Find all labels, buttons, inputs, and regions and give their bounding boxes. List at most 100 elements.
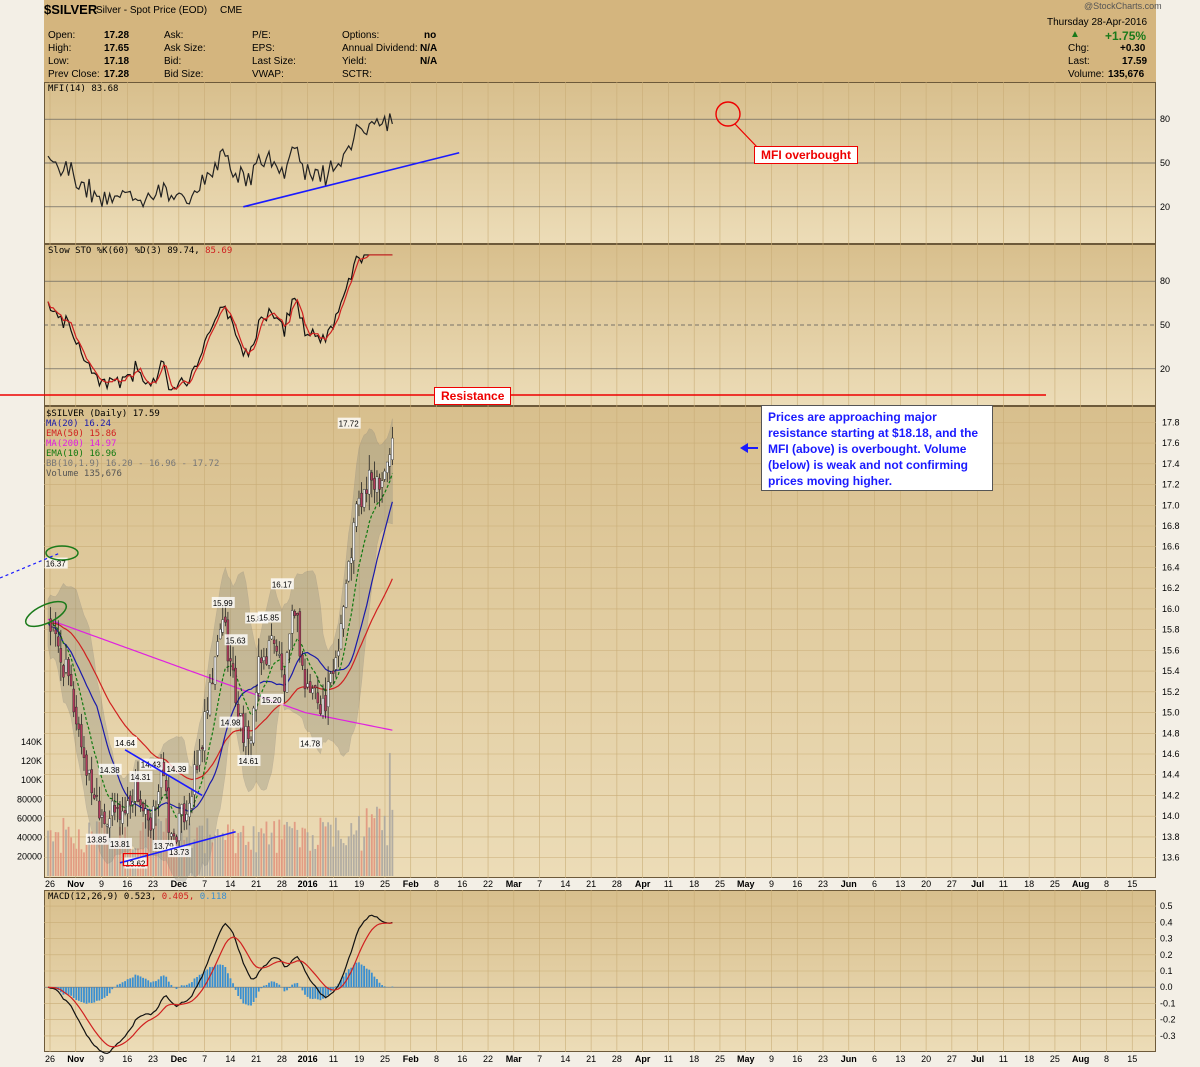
price-tick-label: 16.2 — [1162, 583, 1180, 593]
pe-label: P/E: — [252, 30, 271, 41]
volume-bar — [340, 838, 342, 876]
candle-body — [57, 636, 60, 647]
candle-body — [311, 688, 314, 694]
last-value: 17.59 — [1122, 56, 1148, 67]
macd-histogram-bar — [227, 973, 229, 988]
date-axis-label-bottom: 28 — [277, 1054, 287, 1064]
mfi-level-label: 50 — [1160, 158, 1170, 168]
candle-body — [154, 807, 158, 810]
candle-body — [332, 670, 335, 674]
volume-bar — [316, 844, 319, 876]
macd-histogram-bar — [381, 985, 383, 988]
macd-histogram-bar — [301, 987, 304, 991]
candle-body — [365, 489, 368, 494]
price-tick-label: 17.2 — [1162, 480, 1180, 490]
macd-histogram-bar — [358, 962, 360, 988]
volume-bar — [203, 853, 206, 876]
price-label-bg — [98, 763, 122, 775]
macd-histogram-bar — [93, 987, 96, 1003]
date-axis-label-bottom: Nov — [67, 1054, 84, 1064]
date-axis-label-bottom: 9 — [99, 1054, 104, 1064]
volume-bar — [286, 821, 288, 876]
macd-label-hist: 0.118 — [199, 892, 227, 902]
volume-bar — [360, 850, 363, 876]
price-label: 13.79 — [154, 842, 175, 851]
price-label-bg — [152, 839, 176, 851]
ellipse-marker — [24, 600, 68, 628]
macd-histogram-bar — [309, 987, 312, 999]
date-axis-label: Dec — [171, 879, 188, 889]
volume-bar — [152, 827, 155, 876]
candle-body — [267, 640, 271, 666]
candle-body — [257, 656, 260, 694]
ma20-line — [47, 501, 393, 812]
mfi-level-label: 20 — [1160, 202, 1170, 212]
price-tick-label: 15.0 — [1162, 708, 1180, 718]
date-axis-label-bottom: Aug — [1072, 1054, 1090, 1064]
macd-histogram-bar — [111, 987, 114, 990]
date-axis-label-bottom: 8 — [1104, 1054, 1109, 1064]
price-label-bg — [299, 737, 323, 749]
candle-body — [185, 814, 188, 821]
macd-histogram-bar — [286, 987, 288, 991]
price-tick-label: 14.2 — [1162, 790, 1180, 800]
macd-histogram-bar — [183, 985, 186, 988]
macd-histogram-bar — [322, 987, 324, 999]
volume-bar — [378, 808, 381, 876]
price-tick-label: 16.6 — [1162, 542, 1180, 552]
macd-histogram-bar — [237, 987, 240, 996]
candle-body — [362, 489, 366, 508]
volume-bar — [90, 831, 93, 876]
volume-bar — [332, 846, 335, 876]
candle-body — [165, 780, 168, 792]
volume-bar — [381, 830, 383, 876]
price-tick-label: 17.0 — [1162, 500, 1180, 510]
macd-histogram-bar — [373, 976, 376, 988]
macd-histogram-bar — [275, 983, 278, 988]
date-axis-label: Nov — [67, 879, 84, 889]
candle-body — [357, 497, 361, 506]
sto-level-label: 50 — [1160, 320, 1170, 330]
macd-histogram-bar — [180, 985, 183, 988]
yield-label: Yield: — [342, 56, 367, 67]
date-axis-label-bottom: 13 — [895, 1054, 905, 1064]
macd-histogram-bar — [334, 986, 337, 988]
macd-histogram-bar — [162, 975, 165, 988]
volume-bar — [72, 843, 75, 876]
candle-body — [373, 478, 376, 490]
candle-body — [337, 650, 340, 657]
candle-body — [200, 747, 204, 750]
macd-histogram-bar — [175, 987, 178, 989]
price-label-bg — [260, 693, 284, 705]
macd-tick-label: 0.2 — [1160, 950, 1173, 960]
volume-bar — [59, 852, 62, 876]
volume-bar — [265, 821, 268, 876]
volume-bar — [239, 832, 242, 876]
volume-bar — [201, 825, 204, 876]
macd-histogram-bar — [203, 970, 206, 988]
macd-label-signal: 0.405, — [161, 892, 195, 902]
macd-histogram-bar — [62, 987, 65, 995]
candle-body — [247, 726, 250, 740]
volume-bar — [327, 822, 330, 876]
volume-bar — [49, 830, 52, 876]
date-axis-label: 25 — [1050, 879, 1060, 889]
price-label: 14.78 — [300, 739, 321, 748]
price-label-bg — [108, 837, 132, 849]
price-tick-label: 13.6 — [1162, 853, 1180, 863]
volume-bar — [229, 832, 232, 876]
stat-low-label: Low: — [48, 56, 70, 67]
price-label: 15.20 — [262, 696, 283, 705]
volume-bar — [191, 847, 193, 876]
price-tick-label: 17.6 — [1162, 438, 1180, 448]
candle-body — [77, 723, 81, 730]
volume-bar — [101, 844, 103, 876]
candle-body — [147, 809, 150, 821]
date-axis-label: Jul — [971, 879, 984, 889]
price-label-bg — [85, 833, 109, 845]
date-axis-label-bottom: 23 — [818, 1054, 828, 1064]
volume-tick-label: 100K — [21, 775, 42, 785]
candle-body — [254, 692, 258, 710]
volume-bar — [242, 825, 245, 876]
macd-histogram-bar — [144, 978, 147, 988]
